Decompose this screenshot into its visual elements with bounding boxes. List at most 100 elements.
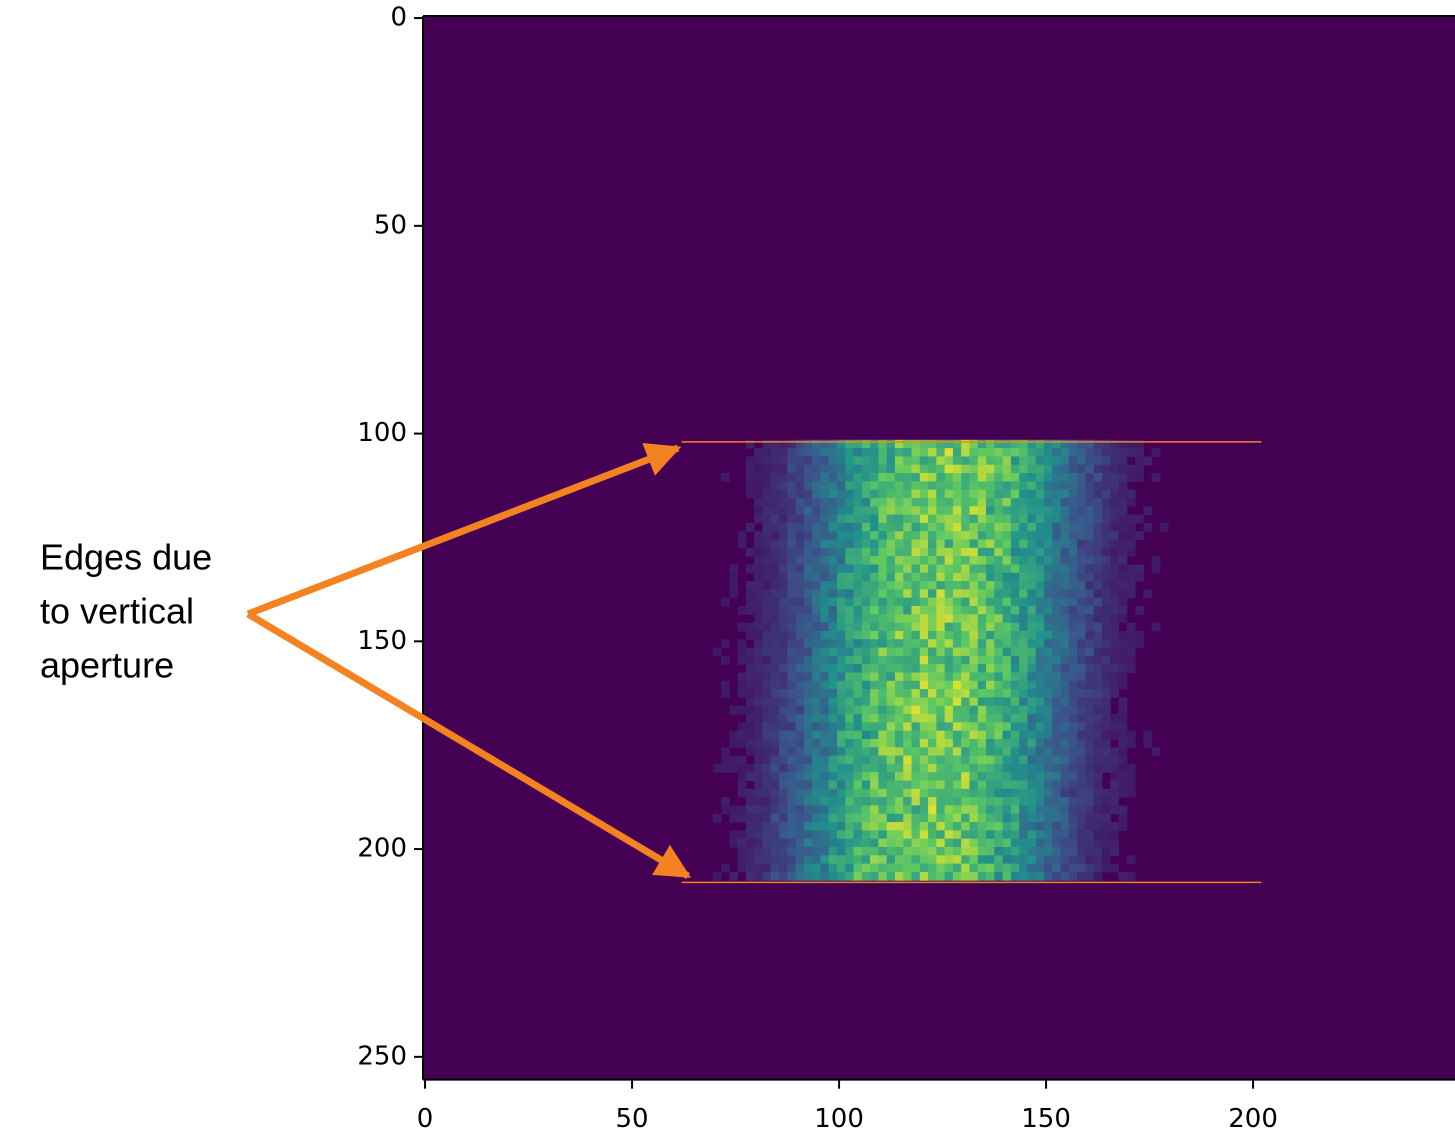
image-pixel: [812, 473, 821, 482]
image-pixel: [1027, 822, 1037, 831]
image-pixel: [1093, 813, 1103, 823]
image-pixel: [754, 780, 763, 790]
image-pixel: [1085, 730, 1095, 740]
image-pixel: [928, 630, 937, 640]
image-pixel: [861, 639, 871, 649]
image-pixel: [911, 597, 921, 607]
image-pixel: [845, 780, 855, 790]
image-pixel: [969, 847, 979, 856]
image-pixel: [969, 747, 979, 757]
image-pixel: [1068, 597, 1078, 607]
image-pixel: [861, 722, 871, 732]
image-pixel: [1052, 581, 1062, 590]
image-pixel: [894, 722, 904, 732]
image-pixel: [961, 589, 970, 599]
image-pixel: [787, 830, 797, 840]
image-pixel: [870, 813, 879, 823]
image-pixel: [944, 797, 954, 806]
image-pixel: [787, 497, 797, 507]
image-pixel: [870, 830, 879, 840]
image-pixel: [803, 780, 813, 790]
image-pixel: [1002, 630, 1012, 640]
image-pixel: [961, 597, 970, 607]
image-pixel: [969, 822, 979, 831]
image-pixel: [803, 697, 813, 707]
image-pixel: [928, 448, 937, 457]
image-pixel: [770, 481, 780, 491]
image-pixel: [986, 664, 995, 673]
image-pixel: [919, 722, 929, 732]
image-pixel: [795, 581, 805, 590]
image-pixel: [1002, 531, 1012, 541]
image-pixel: [1060, 788, 1070, 798]
image-pixel: [812, 847, 821, 856]
image-pixel: [787, 506, 797, 516]
image-pixel: [870, 497, 879, 507]
image-pixel: [837, 871, 846, 881]
image-pixel: [1101, 514, 1111, 524]
image-pixel: [812, 655, 821, 665]
image-pixel: [870, 847, 879, 856]
image-pixel: [1093, 763, 1103, 773]
image-pixel: [1093, 514, 1103, 524]
image-pixel: [787, 772, 797, 782]
image-pixel: [886, 738, 896, 748]
image-pixel: [870, 647, 879, 657]
image-pixel: [770, 705, 780, 715]
image-pixel: [1052, 871, 1062, 881]
image-pixel: [837, 714, 846, 723]
image-pixel: [1044, 556, 1053, 565]
image-pixel: [977, 855, 987, 865]
image-pixel: [911, 506, 921, 516]
image-pixel: [762, 481, 772, 491]
image-pixel: [812, 664, 821, 673]
image-pixel: [952, 847, 962, 856]
image-pixel: [952, 747, 962, 757]
image-pixel: [1052, 664, 1062, 673]
image-pixel: [754, 581, 763, 590]
image-pixel: [837, 497, 846, 507]
image-pixel: [1052, 855, 1062, 865]
image-pixel: [812, 738, 821, 748]
image-pixel: [944, 755, 954, 765]
image-pixel: [762, 622, 772, 632]
image-pixel: [1044, 680, 1053, 690]
image-pixel: [936, 481, 946, 491]
image-pixel: [729, 730, 739, 740]
image-pixel: [952, 572, 962, 582]
image-pixel: [1035, 797, 1045, 806]
image-pixel: [770, 714, 780, 723]
image-pixel: [911, 863, 921, 873]
image-pixel: [795, 697, 805, 707]
image-pixel: [1027, 456, 1037, 466]
image-pixel: [911, 705, 921, 715]
image-pixel: [944, 763, 954, 773]
image-pixel: [787, 763, 797, 773]
image-pixel: [1077, 655, 1086, 665]
image-pixel: [845, 556, 855, 565]
image-pixel: [770, 547, 780, 557]
image-pixel: [1101, 680, 1111, 690]
image-pixel: [936, 830, 946, 840]
image-pixel: [919, 531, 929, 541]
image-pixel: [878, 689, 888, 698]
image-pixel: [1093, 606, 1103, 615]
image-pixel: [1027, 464, 1037, 474]
image-pixel: [1135, 630, 1144, 640]
image-pixel: [1077, 456, 1086, 466]
image-pixel: [828, 738, 838, 748]
image-pixel: [919, 772, 929, 782]
image-pixel: [1035, 763, 1045, 773]
image-pixel: [878, 439, 888, 449]
image-pixel: [837, 855, 846, 865]
image-pixel: [1077, 439, 1086, 449]
image-pixel: [911, 439, 921, 449]
image-pixel: [861, 481, 871, 491]
image-pixel: [1085, 855, 1095, 865]
image-pixel: [944, 738, 954, 748]
image-pixel: [1035, 780, 1045, 790]
image-pixel: [762, 822, 772, 831]
image-pixel: [1002, 747, 1012, 757]
image-pixel: [886, 830, 896, 840]
image-pixel: [795, 680, 805, 690]
